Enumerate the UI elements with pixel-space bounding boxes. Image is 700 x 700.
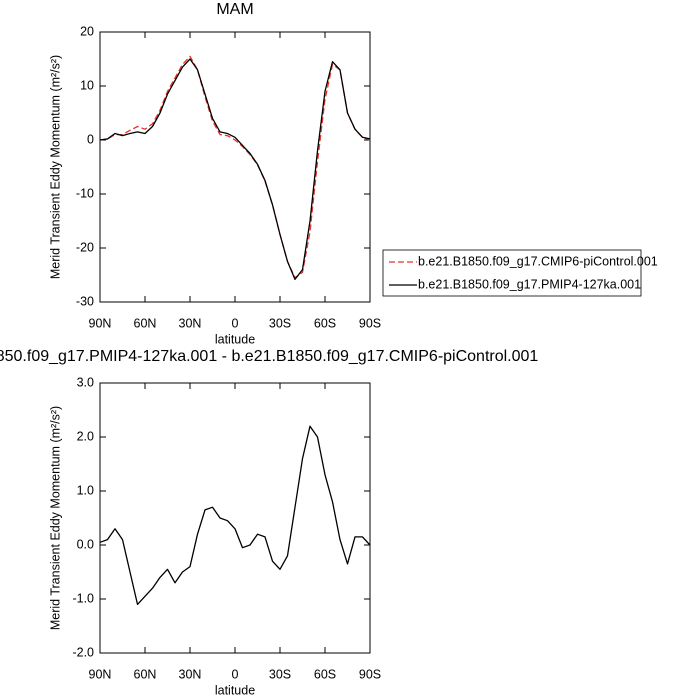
y-tick-label: 0 — [87, 132, 94, 146]
x-tick-label: 60N — [134, 667, 157, 681]
x-axis-label: latitude — [215, 332, 255, 346]
x-tick-label: 60N — [134, 316, 157, 330]
y-tick-label: 10 — [80, 78, 94, 92]
y-tick-label: -10 — [76, 186, 94, 200]
y-tick-label: -30 — [76, 294, 94, 308]
x-tick-label: 30S — [269, 667, 291, 681]
legend-label: b.e21.B1850.f09_g17.CMIP6-piControl.001 — [418, 254, 658, 268]
x-tick-label: 30S — [269, 316, 291, 330]
plot-frame — [99, 31, 371, 303]
y-tick-label: 0.0 — [77, 537, 94, 551]
x-tick-label: 90N — [89, 667, 112, 681]
x-tick-label: 30N — [179, 667, 202, 681]
y-tick-label: -20 — [76, 240, 94, 254]
chart-title: MAM — [216, 1, 253, 18]
x-tick-label: 90N — [89, 316, 112, 330]
y-axis-label: Merid Transient Eddy Momentum (m²/s²) — [48, 406, 62, 630]
x-tick-label: 90S — [359, 316, 381, 330]
y-tick-label: 20 — [80, 24, 94, 38]
y-tick-label: 2.0 — [77, 429, 94, 443]
x-axis-label: latitude — [215, 683, 255, 697]
y-tick-label: 1.0 — [77, 483, 94, 497]
x-tick-label: 0 — [232, 316, 239, 330]
chart-title: b.e21.B1850.f09_g17.PMIP4-127ka.001 - b.… — [0, 348, 538, 365]
y-tick-label: -2.0 — [72, 645, 94, 659]
plot-frame — [99, 382, 371, 654]
y-tick-label: 3.0 — [77, 375, 94, 389]
x-tick-label: 60S — [314, 667, 336, 681]
legend-label: b.e21.B1850.f09_g17.PMIP4-127ka.001 — [418, 277, 641, 291]
x-tick-label: 90S — [359, 667, 381, 681]
x-tick-label: 30N — [179, 316, 202, 330]
y-tick-label: -1.0 — [72, 591, 94, 605]
data-line — [99, 55, 371, 279]
y-axis-label: Merid Transient Eddy Momentum (m²/s²) — [48, 55, 62, 279]
legend-box — [382, 249, 642, 297]
legend: b.e21.B1850.f09_g17.CMIP6-piControl.001b… — [382, 249, 658, 297]
data-line — [99, 58, 371, 280]
x-tick-label: 0 — [232, 667, 239, 681]
data-line — [99, 425, 371, 606]
x-tick-label: 60S — [314, 316, 336, 330]
